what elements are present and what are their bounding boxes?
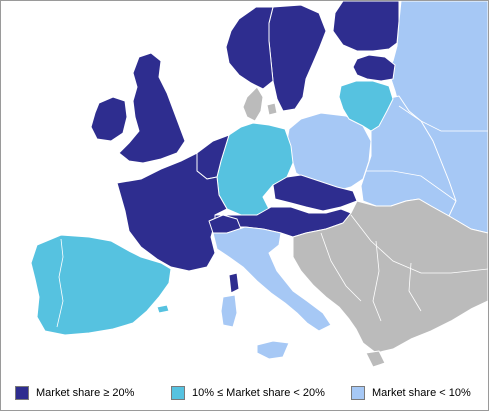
europe-map — [1, 1, 488, 373]
region-baltics-south — [338, 80, 394, 132]
region-denmark-island — [266, 102, 278, 116]
border-balkans-3 — [372, 240, 382, 322]
region-ireland — [90, 96, 128, 142]
region-finland — [332, 1, 400, 52]
border-balkans-2 — [350, 214, 488, 274]
region-italy — [212, 226, 332, 332]
legend-item-medium: 10% ≤ Market share < 20% — [171, 386, 325, 400]
legend-item-low: Market share < 10% — [351, 386, 471, 400]
legend-label-medium: 10% ≤ Market share < 20% — [192, 387, 325, 399]
region-sardinia — [220, 294, 238, 328]
region-balkans — [292, 198, 488, 354]
europe-map-svg — [30, 1, 488, 368]
region-greece-south — [365, 350, 386, 368]
region-uk — [118, 52, 186, 164]
region-denmark — [242, 86, 264, 122]
legend: Market share ≥ 20% 10% ≤ Market share < … — [1, 375, 488, 409]
region-corsica — [228, 272, 240, 294]
region-poland — [286, 112, 372, 192]
region-sweden — [268, 4, 327, 112]
legend-swatch-high — [15, 386, 29, 400]
legend-swatch-low — [351, 386, 365, 400]
border-balkans-1 — [320, 232, 362, 302]
legend-label-low: Market share < 10% — [372, 387, 471, 399]
region-sicily — [256, 340, 290, 360]
region-balearic — [156, 304, 170, 314]
border-portugal — [56, 238, 64, 328]
border-balkans-4 — [408, 262, 422, 312]
region-norway — [225, 6, 274, 90]
region-estonia — [352, 54, 396, 82]
border-east-2 — [366, 170, 457, 202]
region-iberia — [30, 234, 172, 336]
border-east-1 — [398, 105, 488, 132]
legend-swatch-medium — [171, 386, 185, 400]
legend-label-high: Market share ≥ 20% — [36, 387, 135, 399]
legend-item-high: Market share ≥ 20% — [15, 386, 134, 400]
